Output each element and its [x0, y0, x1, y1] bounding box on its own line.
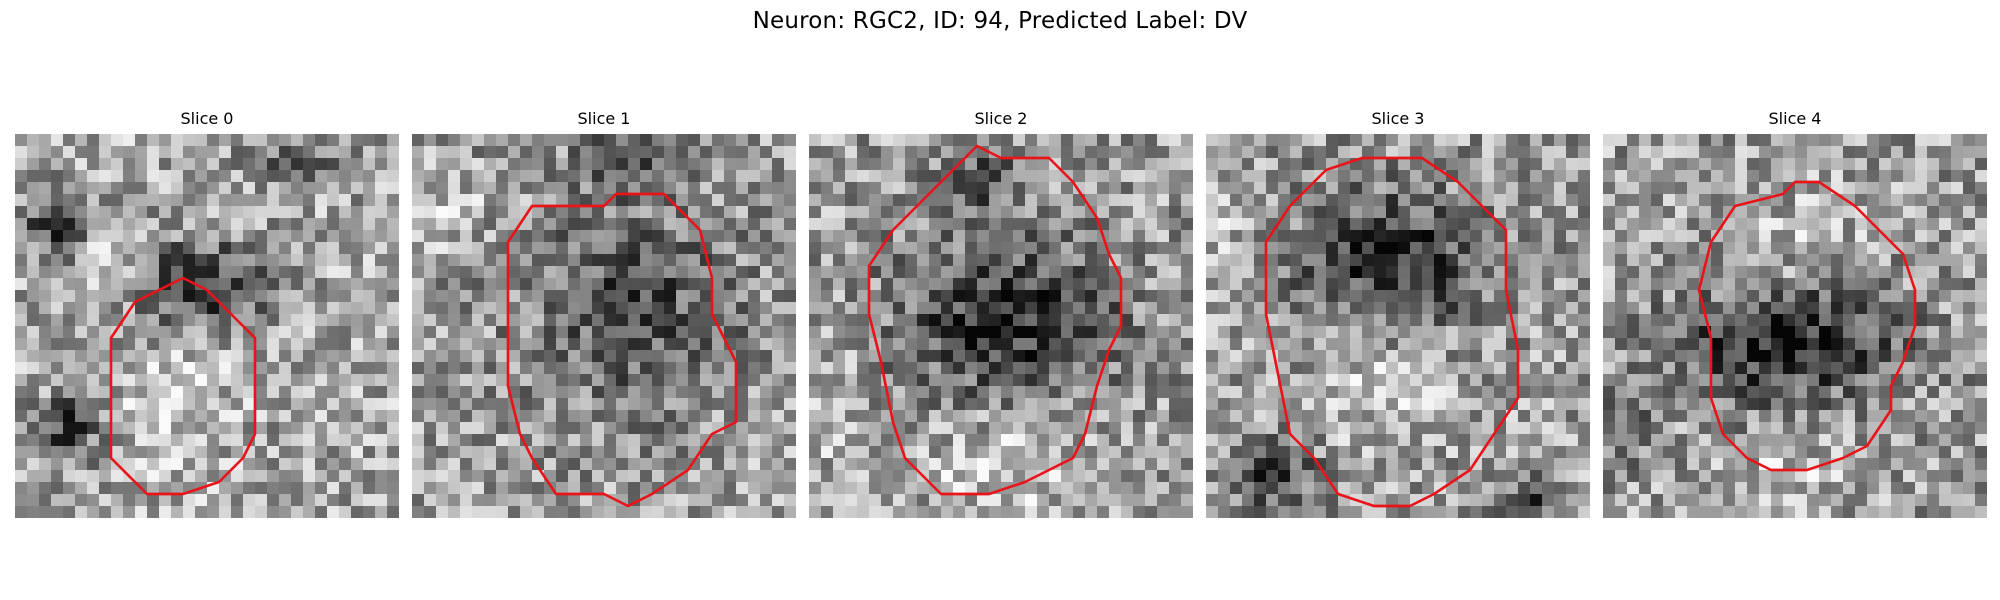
slice-image-1 — [412, 134, 796, 518]
slice-panel-2: Slice 2 — [809, 108, 1193, 518]
slice-panel-4: Slice 4 — [1603, 108, 1987, 518]
contour-3 — [1264, 156, 1520, 508]
slice-panel-0: Slice 0 — [15, 108, 399, 518]
contour-4 — [1697, 180, 1917, 472]
slice-title-4: Slice 4 — [1768, 109, 1822, 128]
slice-title-1: Slice 1 — [577, 109, 631, 128]
slice-image-3 — [1206, 134, 1590, 518]
slice-panel-1: Slice 1 — [412, 108, 796, 518]
slice-image-4 — [1603, 134, 1987, 518]
slice-title-2: Slice 2 — [974, 109, 1028, 128]
slice-title-3: Slice 3 — [1371, 109, 1425, 128]
contour-2 — [867, 144, 1123, 496]
slice-image-2 — [809, 134, 1193, 518]
slice-image-0 — [15, 134, 399, 518]
contour-0 — [109, 276, 257, 496]
slice-title-0: Slice 0 — [180, 109, 234, 128]
figure-title: Neuron: RGC2, ID: 94, Predicted Label: D… — [752, 8, 1248, 34]
slice-panel-3: Slice 3 — [1206, 108, 1590, 518]
contour-1 — [506, 192, 738, 508]
